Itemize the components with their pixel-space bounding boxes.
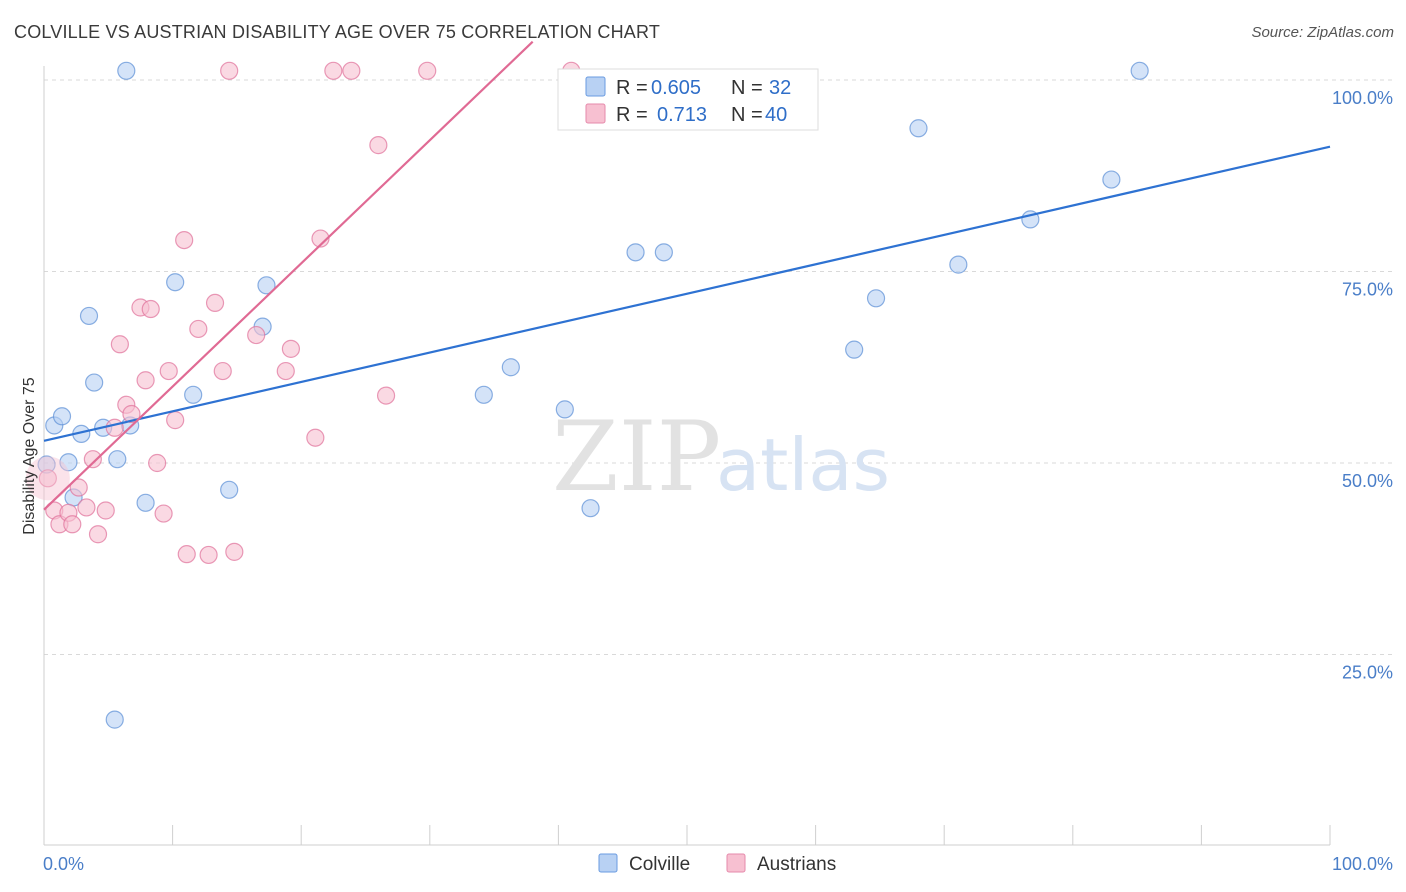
legend-r-label: R = (616, 77, 648, 99)
austrians-point (247, 325, 266, 345)
watermark-atlas: atlas (716, 423, 890, 507)
gridlines (44, 79, 1395, 655)
colville-point (1102, 170, 1121, 189)
austrians-point (83, 450, 102, 469)
colville-point (1130, 61, 1149, 80)
legend-box: R = 0.605 N = 32 R = 0.713 N = 40 (557, 68, 819, 131)
legend-r-label: R = (616, 104, 648, 126)
legend-swatch-colville (585, 76, 606, 97)
x-tick-label: 100.0% (1332, 854, 1393, 874)
colville-point (184, 385, 203, 404)
colville-point (626, 243, 645, 262)
austrians-point (159, 361, 178, 381)
austrians-point (136, 371, 155, 390)
bottom-legend-swatch-austrians (726, 853, 746, 873)
legend-swatch-austrians (585, 103, 606, 124)
austrians-point (213, 361, 232, 381)
colville-point (866, 289, 886, 308)
legend-r-value-austrians: 0.713 (657, 104, 707, 126)
austrians-point (110, 335, 129, 354)
austrians-point (376, 386, 396, 405)
colville-point (52, 407, 72, 426)
colville-point (59, 453, 78, 472)
austrians-point (96, 501, 115, 520)
x-tick-label: 0.0% (43, 854, 84, 874)
austrians-point (166, 411, 185, 430)
austrians-point (205, 293, 225, 313)
austrians-point (342, 61, 361, 80)
bottom-legend-label-colville: Colville (629, 854, 690, 875)
colville-point (654, 243, 673, 262)
austrians-point (69, 478, 88, 497)
colville-point (555, 400, 574, 419)
chart-title: COLVILLE VS AUSTRIAN DISABILITY AGE OVER… (14, 22, 661, 42)
colville-point (136, 493, 155, 512)
austrians-point-cluster (25, 456, 70, 501)
y-axis-label: Disability Age Over 75 (21, 377, 38, 535)
colville-point (581, 499, 600, 518)
austrians-point (220, 61, 239, 80)
colville-point (909, 119, 928, 138)
y-tick-label: 25.0% (1342, 663, 1393, 683)
colville-point (501, 358, 520, 377)
y-tick-label: 75.0% (1342, 280, 1393, 300)
austrians-trend-line (43, 40, 534, 511)
y-tick-label: 100.0% (1332, 88, 1393, 108)
watermark: ZIP atlas (552, 401, 890, 513)
y-tick-label: 50.0% (1342, 471, 1393, 491)
austrians-point (177, 545, 196, 564)
colville-point (257, 276, 276, 295)
austrians-point (369, 136, 388, 155)
austrians-point (175, 230, 194, 250)
austrians-point (324, 61, 343, 80)
austrians-point (88, 525, 108, 544)
bottom-legend-label-austrians: Austrians (757, 854, 836, 875)
austrians-point (38, 469, 57, 488)
colville-point (108, 450, 127, 469)
austrians-point (418, 61, 437, 80)
source-label: Source: ZipAtlas.com (1251, 24, 1394, 41)
legend-n-label: N = (731, 77, 763, 99)
bottom-legend: Colville Austrians (598, 853, 836, 875)
austrians-point (141, 299, 160, 319)
colville-point (85, 373, 104, 392)
colville-point (845, 340, 864, 359)
austrians-point (148, 453, 167, 473)
colville-point (79, 306, 99, 326)
tick-labels: 25.0% 50.0% 75.0% 100.0% 0.0% 100.0% (43, 88, 1393, 874)
watermark-zip: ZIP (552, 401, 721, 513)
colville-point (474, 385, 493, 404)
austrians-point (276, 361, 295, 381)
austrians-point (63, 515, 82, 534)
colville-trend-line (43, 145, 1331, 442)
austrians-point (199, 545, 218, 565)
colville-point (220, 480, 239, 499)
data-points (25, 61, 1149, 729)
legend-n-value-austrians: 40 (765, 104, 787, 126)
colville-point (117, 61, 136, 80)
austrians-point (306, 428, 325, 447)
trend-lines (43, 40, 1331, 511)
colville-point (949, 255, 968, 274)
austrians-point (225, 542, 244, 561)
austrians-point (189, 319, 208, 339)
legend-r-value-colville: 0.605 (651, 77, 701, 99)
colville-point (166, 273, 185, 292)
legend-n-value-colville: 32 (769, 77, 791, 99)
legend-n-label: N = (731, 104, 763, 126)
austrians-point (105, 418, 124, 437)
colville-point (105, 710, 124, 729)
austrians-point (122, 404, 141, 424)
axes (43, 66, 1331, 846)
austrians-point (311, 229, 330, 248)
austrians-point (281, 339, 301, 358)
austrians-point (77, 498, 96, 517)
austrians-point (154, 504, 173, 523)
bottom-legend-swatch-colville (598, 853, 618, 873)
